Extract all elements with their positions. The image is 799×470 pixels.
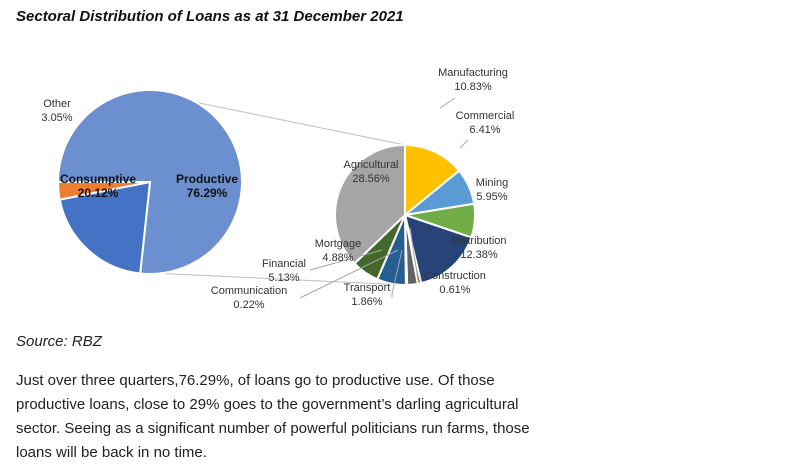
label-name: Distribution — [451, 235, 506, 247]
source-note: Source: RBZ — [16, 333, 102, 350]
label-value: 3.05% — [41, 112, 72, 124]
label-commercial: Commercial 6.41% — [456, 110, 515, 136]
leader-lines — [299, 97, 469, 299]
label-value: 0.61% — [439, 284, 470, 296]
label-value: 20.12% — [78, 186, 119, 200]
label-value: 1.86% — [351, 296, 382, 308]
label-name: Construction — [424, 270, 486, 282]
label-value: 76.29% — [187, 186, 228, 200]
leader-communication — [299, 249, 399, 299]
secondary-pie — [334, 143, 476, 287]
label-manufacturing: Manufacturing 10.83% — [438, 67, 508, 93]
label-other: Other 3.05% — [41, 98, 72, 124]
label-name: Communication — [211, 285, 287, 297]
chart-title: Sectoral Distribution of Loans as at 31 … — [16, 8, 404, 25]
label-mining: Mining 5.95% — [476, 177, 508, 203]
label-name: Agricultural — [343, 159, 398, 171]
label-value: 12.38% — [460, 249, 498, 261]
label-value: 6.41% — [469, 124, 500, 136]
slice-agricultural — [334, 143, 406, 265]
label-communication: Communication 0.22% — [211, 285, 287, 311]
leader-commercial — [459, 139, 469, 149]
label-name: Transport — [344, 282, 391, 294]
label-value: 28.56% — [352, 173, 390, 185]
label-agricultural: Agricultural 28.56% — [343, 159, 398, 185]
slice-manufacturing — [404, 143, 461, 218]
connector-line-bottom — [151, 272, 406, 286]
label-value: 5.13% — [268, 272, 299, 284]
label-name: Other — [43, 98, 71, 110]
label-name: Productive — [176, 172, 238, 186]
slice-consumptive — [58, 180, 152, 275]
label-name: Manufacturing — [438, 67, 508, 79]
label-name: Consumptive — [60, 172, 136, 186]
leader-manufacturing — [439, 97, 456, 109]
label-name: Mining — [476, 177, 508, 189]
leader-construction — [409, 227, 419, 281]
slice-distribution — [403, 213, 473, 285]
leader-financial — [309, 249, 383, 271]
label-value: 5.95% — [476, 191, 507, 203]
label-name: Mortgage — [315, 238, 361, 250]
commentary-paragraph: Just over three quarters,76.29%, of loan… — [16, 372, 530, 461]
leader-transport — [391, 249, 403, 298]
label-mortgage: Mortgage 4.88% — [315, 238, 361, 264]
label-construction: Construction 0.61% — [424, 270, 486, 296]
label-financial: Financial 5.13% — [262, 258, 306, 284]
label-value: 0.22% — [233, 299, 264, 311]
main-pie — [56, 89, 243, 275]
label-name: Commercial — [456, 110, 515, 122]
label-distribution: Distribution 12.38% — [451, 235, 506, 261]
label-value: 4.88% — [322, 252, 353, 264]
slice-other — [56, 181, 151, 201]
label-transport: Transport 1.86% — [344, 282, 391, 308]
label-name: Financial — [262, 258, 306, 270]
label-value: 10.83% — [454, 81, 492, 93]
